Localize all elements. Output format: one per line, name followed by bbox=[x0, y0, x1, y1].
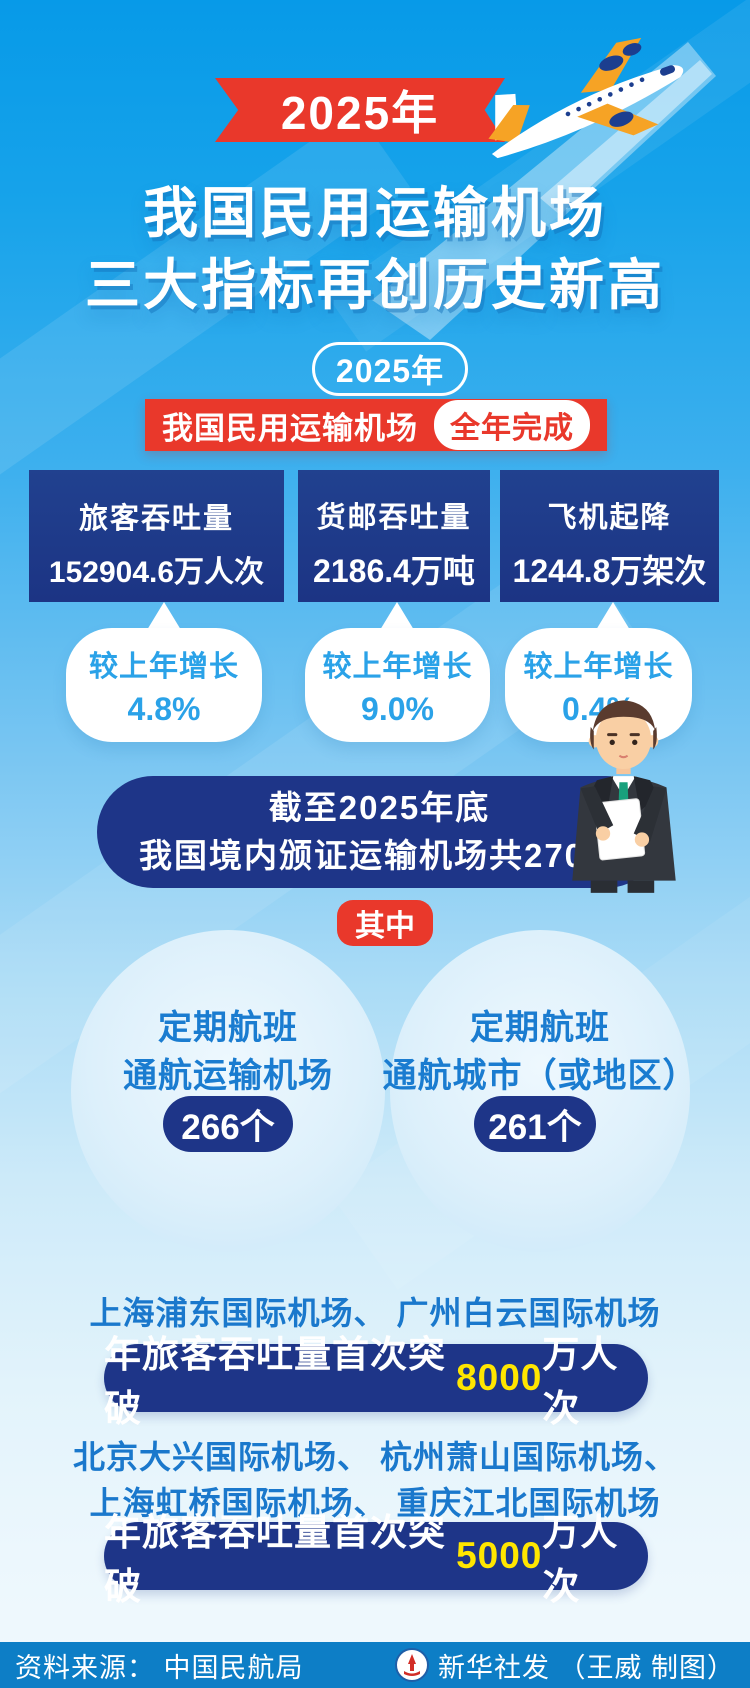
year-outline-pill: 2025年 bbox=[312, 342, 468, 396]
milestone-5000-pill: 年旅客吞吐量首次突破 5000 万人次 bbox=[104, 1512, 648, 1607]
banner-line2: 我国境内颁证运输机场共270个 bbox=[138, 837, 621, 874]
airports-5000-list-line2: 上海虹桥国际机场、 重庆江北国际机场 bbox=[89, 1485, 661, 1521]
left-circle-count-pill: 266个 bbox=[163, 1096, 293, 1152]
left-circle-line2: 通航运输机场 bbox=[123, 1057, 333, 1095]
xinhua-logo bbox=[394, 1648, 429, 1682]
poster-title-line1: 我国民用运输机场 bbox=[142, 182, 607, 244]
airplane-icon bbox=[488, 37, 684, 159]
stat-box-cargo: 货邮吞吐量 2186.4万吨 bbox=[298, 470, 490, 602]
stat-value: 1244.8万架次 bbox=[512, 553, 707, 589]
footer-bar: 资料来源： 中国民航局 新华社发 （王威 制图） bbox=[0, 1642, 750, 1688]
subtitle-label: 我国民用运输机场 bbox=[162, 410, 418, 446]
growth-bubble-cargo: 较上年增长 9.0% bbox=[305, 628, 490, 742]
stat-label: 旅客吞吐量 bbox=[78, 503, 234, 535]
subtitle-red-bar: 我国民用运输机场 全年完成 bbox=[145, 399, 607, 451]
bubble-tail bbox=[380, 602, 414, 630]
left-circle-line1: 定期航班 bbox=[158, 1009, 298, 1047]
credit-text: 新华社发 （王威 制图） bbox=[437, 1652, 735, 1683]
right-circle bbox=[390, 930, 690, 1252]
growth-value: 9.0% bbox=[361, 690, 434, 727]
data-source-text: 资料来源： 中国民航局 bbox=[15, 1652, 304, 1683]
milestone-highlight: 5000 bbox=[456, 1535, 543, 1576]
airports-8000-list: 上海浦东国际机场、 广州白云国际机场 bbox=[89, 1295, 661, 1331]
stat-label: 货邮吞吐量 bbox=[316, 502, 472, 534]
milestone-suffix: 万人次 bbox=[542, 1334, 619, 1429]
left-circle bbox=[71, 930, 385, 1252]
ribbon-year-text: 2025年 bbox=[280, 87, 440, 139]
completed-pill: 全年完成 bbox=[434, 400, 590, 450]
bubble-tail bbox=[596, 602, 630, 630]
stat-value: 152904.6万人次 bbox=[48, 556, 265, 589]
year-ribbon-banner: 2025年 bbox=[215, 78, 505, 142]
stat-box-takeoff-landing: 飞机起降 1244.8万架次 bbox=[500, 470, 719, 602]
milestone-prefix: 年旅客吞吐量首次突破 bbox=[104, 1512, 446, 1607]
poster-title-line2: 三大指标再创历史新高 bbox=[84, 254, 665, 316]
milestone-8000-pill: 年旅客吞吐量首次突破 8000 万人次 bbox=[104, 1334, 648, 1429]
milestone-prefix: 年旅客吞吐量首次突破 bbox=[104, 1334, 446, 1429]
right-circle-count-pill: 261个 bbox=[474, 1096, 596, 1152]
growth-label: 较上年增长 bbox=[88, 650, 239, 683]
credit-group: 新华社发 （王威 制图） bbox=[394, 1646, 735, 1685]
businessman-illustration bbox=[572, 700, 676, 893]
among-red-pill: 其中 bbox=[337, 900, 433, 946]
growth-label: 较上年增长 bbox=[523, 650, 674, 683]
right-circle-line1: 定期航班 bbox=[470, 1009, 610, 1047]
milestone-suffix: 万人次 bbox=[542, 1512, 619, 1607]
stat-box-passenger: 旅客吞吐量 152904.6万人次 bbox=[29, 470, 284, 602]
certified-airports-banner: 截至2025年底 我国境内颁证运输机场共270个 bbox=[97, 776, 662, 888]
stat-label: 飞机起降 bbox=[547, 502, 672, 534]
banner-line1: 截至2025年底 bbox=[268, 789, 491, 826]
stat-value: 2186.4万吨 bbox=[313, 553, 475, 589]
airports-5000-list-line1: 北京大兴国际机场、 杭州萧山国际机场、 bbox=[73, 1439, 677, 1475]
growth-value: 4.8% bbox=[127, 690, 201, 727]
growth-bubble-passenger: 较上年增长 4.8% bbox=[66, 628, 262, 742]
right-circle-line2: 通航城市（或地区） bbox=[382, 1057, 698, 1095]
milestone-highlight: 8000 bbox=[456, 1357, 543, 1398]
growth-label: 较上年增长 bbox=[322, 650, 473, 683]
bubble-tail bbox=[147, 602, 181, 630]
